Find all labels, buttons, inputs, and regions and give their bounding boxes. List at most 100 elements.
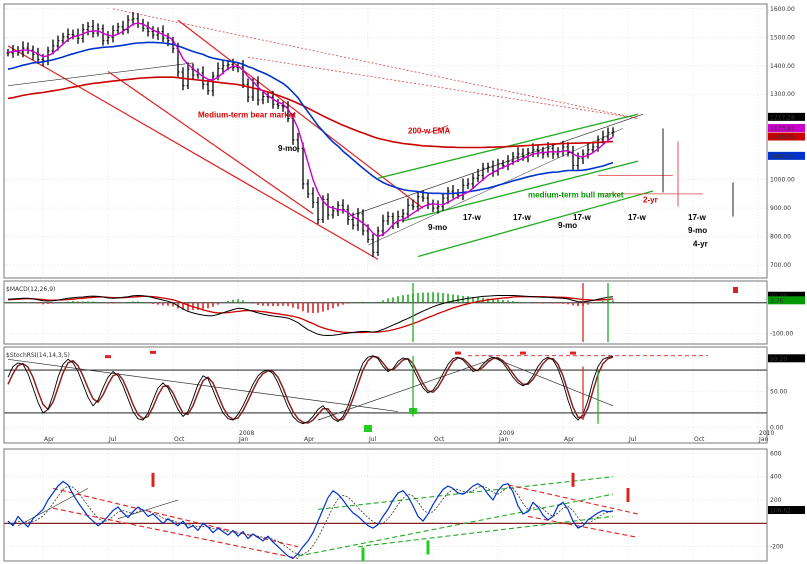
osc-line xyxy=(7,480,614,560)
osc-channel-line xyxy=(357,515,614,548)
price-annotation: 9-mo xyxy=(558,221,577,230)
panel-frame-price xyxy=(3,3,768,279)
price-value-badge xyxy=(768,151,805,160)
stoch-value-badge xyxy=(768,354,805,363)
bull-channel-line xyxy=(402,160,639,222)
price-annotation: 17-w xyxy=(513,213,532,222)
price-value-label: 1130.99 xyxy=(770,134,795,141)
macd-legend: $MACD(12,26,9) xyxy=(6,286,55,293)
macd-signal-flag xyxy=(733,287,738,293)
price-value-badge xyxy=(768,112,805,121)
price-y-tick-label: 1300.00 xyxy=(770,91,795,98)
price-value-label: 1217.28 xyxy=(770,114,795,121)
resistance-line xyxy=(247,56,639,119)
price-y-tick-label: 700.00 xyxy=(770,262,791,269)
price-y-tick-label: 1000.00 xyxy=(770,177,795,184)
annotation-arrow xyxy=(427,125,449,134)
x-tick-label: Apr xyxy=(44,436,55,443)
stoch-slow-line xyxy=(7,355,614,424)
price-annotation: 200-w EMA xyxy=(408,127,450,136)
x-tick-label: Oct xyxy=(174,436,185,443)
trend-line xyxy=(347,113,644,217)
x-tick-label: Jul xyxy=(108,436,117,443)
price-y-tick-label: 1400.00 xyxy=(770,63,795,70)
osc-red-flag xyxy=(626,488,630,503)
bear-channel-line xyxy=(7,45,379,260)
macd-signal-line xyxy=(7,295,614,334)
stoch-red-flag xyxy=(105,355,111,359)
osc-value-label: 106.62 xyxy=(770,508,791,515)
price-y-tick-label: 1600.00 xyxy=(770,6,795,13)
chart-marks xyxy=(6,11,738,562)
osc-channel-line xyxy=(52,507,299,559)
osc-value-badge xyxy=(768,506,805,515)
panel-frames xyxy=(3,3,768,562)
x-tick-year: 2008 xyxy=(239,430,254,437)
macd-value-badge xyxy=(768,296,805,305)
price-blue-ma-line xyxy=(7,41,614,195)
x-tick-label: Oct xyxy=(694,436,705,443)
stoch-red-flag xyxy=(150,350,156,354)
osc-channel-line xyxy=(507,484,639,515)
price-annotation: 9-mo xyxy=(278,144,297,153)
price-value-label: 1082.34 xyxy=(770,153,795,160)
macd-y-tick-label: -100.00 xyxy=(770,330,793,337)
bull-channel-line xyxy=(417,190,654,258)
osc-y-tick-label: -200 xyxy=(770,544,784,551)
osc-green-flag xyxy=(426,540,430,555)
osc-trend-line xyxy=(17,488,89,526)
osc-y-tick-label: 400 xyxy=(770,474,782,481)
price-annotation: Medium-term bear market xyxy=(198,111,296,120)
macd-value-label: 3.76 xyxy=(770,298,784,305)
x-tick-year: 2009 xyxy=(499,430,514,437)
x-tick-label: Jul xyxy=(368,436,377,443)
stoch-y-tick-label: 0.00 xyxy=(770,424,784,431)
price-annotation: 17-w xyxy=(688,213,707,222)
stoch-green-flag xyxy=(364,425,372,432)
price-annotation: 17-w xyxy=(463,213,482,222)
stoch-value-label: 99.20 xyxy=(770,356,787,363)
macd-line xyxy=(7,295,614,336)
price-red-ma-line xyxy=(7,76,614,149)
price-magenta-ma-line xyxy=(7,22,614,238)
resistance-line xyxy=(112,8,639,119)
price-y-tick-label: 800.00 xyxy=(770,234,791,241)
x-tick-year: 2010 xyxy=(759,430,774,437)
stoch-red-flag xyxy=(570,351,576,355)
osc-red-flag xyxy=(571,472,575,487)
stoch-red-flag xyxy=(520,351,526,355)
bear-channel-line xyxy=(107,70,314,215)
osc-green-flag xyxy=(361,547,365,562)
osc-red-flag xyxy=(151,472,155,487)
x-tick-label: Jul xyxy=(628,436,637,443)
x-tick-label: Jan xyxy=(758,436,768,443)
price-y-tick-label: 900.00 xyxy=(770,205,791,212)
x-tick-label: Apr xyxy=(304,436,315,443)
osc-y-tick-label: 200 xyxy=(770,497,782,504)
stoch-red-flag xyxy=(455,351,461,355)
trend-line xyxy=(7,62,194,87)
price-value-badge xyxy=(768,123,805,132)
panel-frame-osc xyxy=(3,448,768,562)
osc-smooth-line xyxy=(7,485,614,555)
osc-y-tick-label: 600 xyxy=(770,450,782,457)
stoch-y-tick-label: 50.00 xyxy=(770,389,787,396)
stoch-trend-line xyxy=(487,355,614,407)
stoch-fast-line xyxy=(7,355,614,425)
osc-trend-line xyxy=(117,499,179,520)
panel-frame-stoch xyxy=(3,346,768,444)
stoch-trend-line xyxy=(7,358,399,412)
x-tick-label: Oct xyxy=(434,436,445,443)
price-annotation: 17-w xyxy=(628,213,647,222)
x-tick-label: Jan xyxy=(238,436,248,443)
price-annotation: 2-yr xyxy=(643,195,658,204)
x-tick-label: Apr xyxy=(564,436,575,443)
price-annotation: 9-mo xyxy=(688,226,707,235)
osc-channel-line xyxy=(527,515,639,538)
stoch-legend: $StochRSI(14,14,3,5) xyxy=(6,352,70,359)
panel-frame-macd xyxy=(3,280,768,345)
price-value-badge xyxy=(768,132,805,141)
